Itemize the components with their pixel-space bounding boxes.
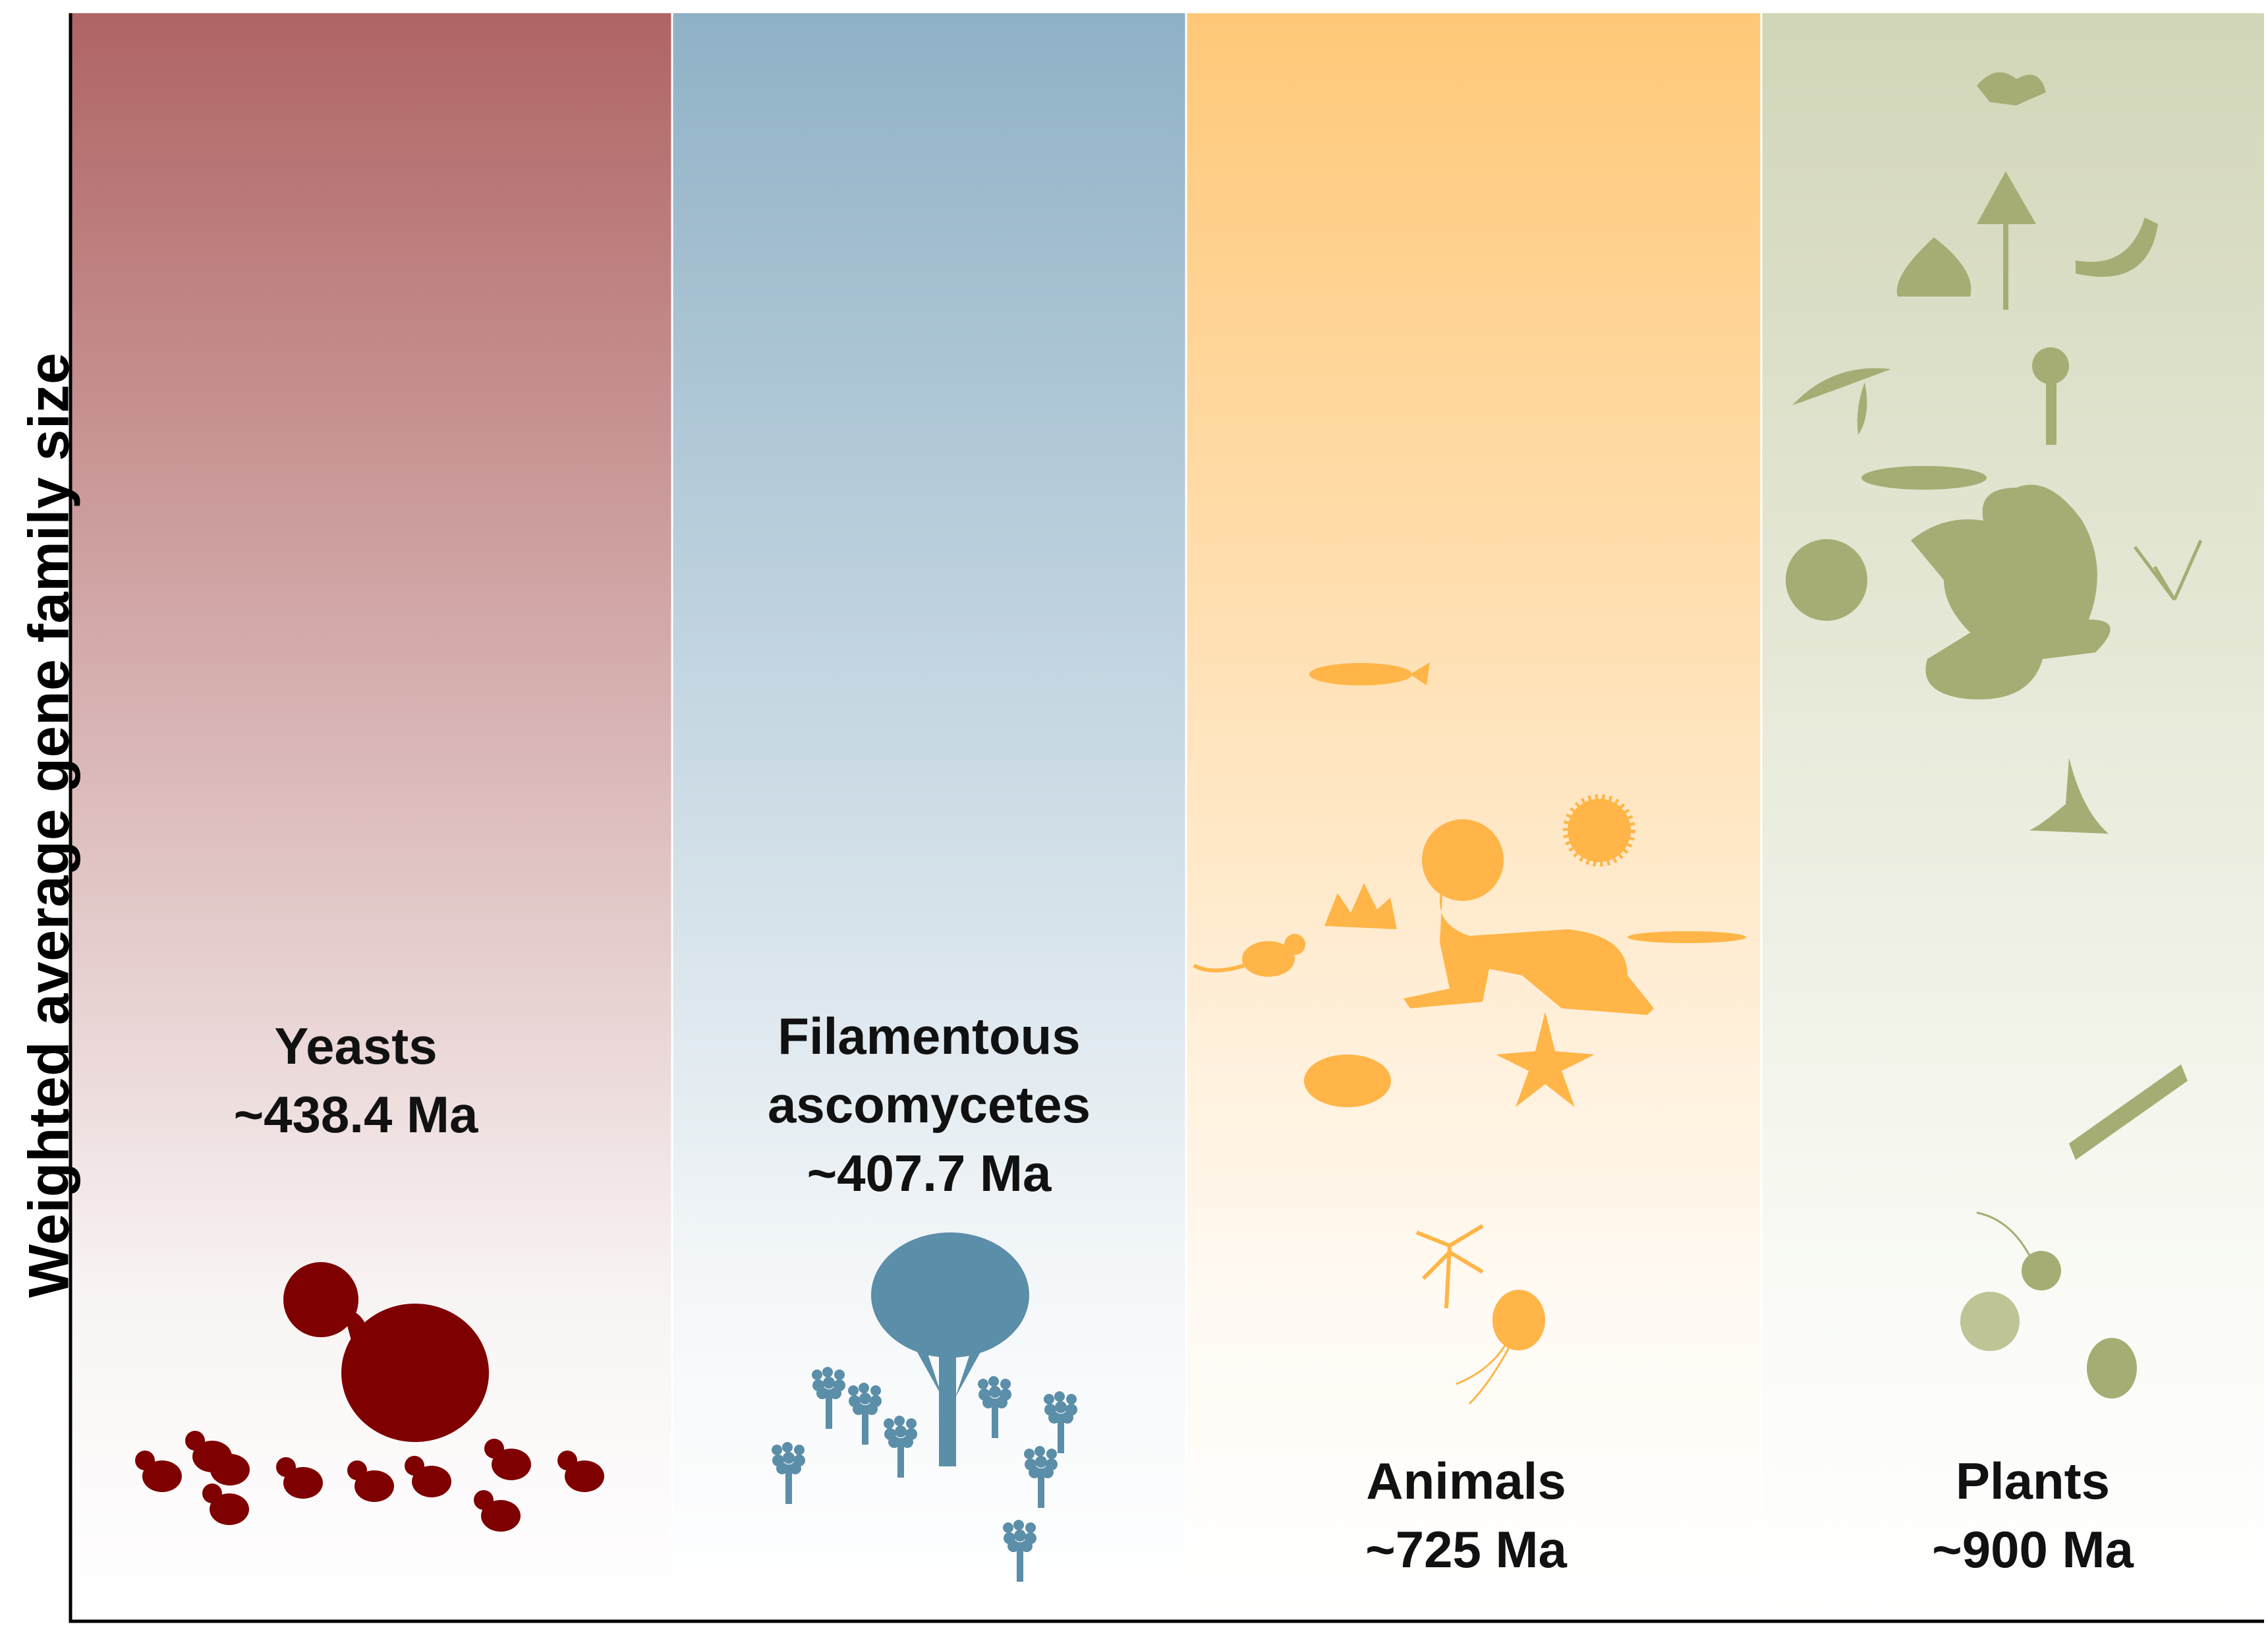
filamentous-panel <box>673 13 1185 1621</box>
cell-icon <box>2087 1338 2137 1399</box>
baby-icon <box>1403 883 1654 1015</box>
chlamydomonas-icon <box>2022 1251 2061 1290</box>
flower-icon <box>1911 484 2111 700</box>
plants-label: Plants ~900 Ma <box>1832 1447 2234 1584</box>
mouse-icon <box>1242 941 1295 977</box>
grass-icon <box>2134 539 2203 601</box>
plants-name: Plants <box>1955 1452 2111 1510</box>
animals-label: Animals ~725 Ma <box>1265 1447 1667 1584</box>
animal-silhouettes-icon <box>1193 662 1746 1405</box>
y-axis-title: Weighted average gene family size <box>0 0 99 1645</box>
yeasts-name: Yeasts <box>274 1017 438 1075</box>
fish-icon <box>1309 663 1412 685</box>
plant-silhouettes-icon <box>1786 72 2203 1399</box>
sea-urchin-icon <box>1563 794 1635 867</box>
yeast-cells-icon <box>135 1262 604 1532</box>
animals-name: Animals <box>1366 1452 1566 1510</box>
leaf-icon <box>1896 237 1971 297</box>
filamentous-age: ~407.7 Ma <box>807 1144 1052 1202</box>
tree-icon <box>1977 171 2036 224</box>
palm-icon <box>2032 347 2069 384</box>
aspergillus-icon <box>871 1232 1029 1466</box>
filamentous-label: Filamentous ascomycetes ~407.7 Ma <box>712 1002 1147 1207</box>
moss-icon <box>1977 72 2046 105</box>
plants-panel <box>1762 13 2264 1621</box>
banana-icon <box>2076 217 2158 277</box>
tomato-icon <box>1786 539 1867 621</box>
animals-age: ~725 Ma <box>1365 1520 1567 1578</box>
seaweed-icon <box>2029 758 2109 834</box>
starfish-icon <box>1496 1012 1595 1107</box>
volvox-icon <box>1960 1292 2020 1351</box>
eucalyptus-icon <box>1792 368 1891 435</box>
ctenophore-icon <box>1492 1290 1545 1350</box>
diatom-icon <box>2069 1064 2188 1160</box>
yeasts-age: ~438.4 Ma <box>233 1085 478 1143</box>
yeasts-label: Yeasts ~438.4 Ma <box>152 1012 560 1149</box>
pea-pod-icon <box>1861 466 1987 490</box>
coral-icon <box>1324 883 1397 929</box>
filamentous-name-line1: Filamentous <box>778 1007 1081 1065</box>
filamentous-name-line2: ascomycetes <box>767 1076 1091 1134</box>
plants-age: ~900 Ma <box>1932 1520 2134 1578</box>
animals-panel <box>1187 13 1761 1621</box>
worm-icon <box>1628 931 1746 943</box>
plankton-icon <box>1415 1224 1484 1309</box>
sponge-icon <box>1304 1054 1391 1107</box>
y-axis-label: Weighted average gene family size <box>17 352 81 1298</box>
